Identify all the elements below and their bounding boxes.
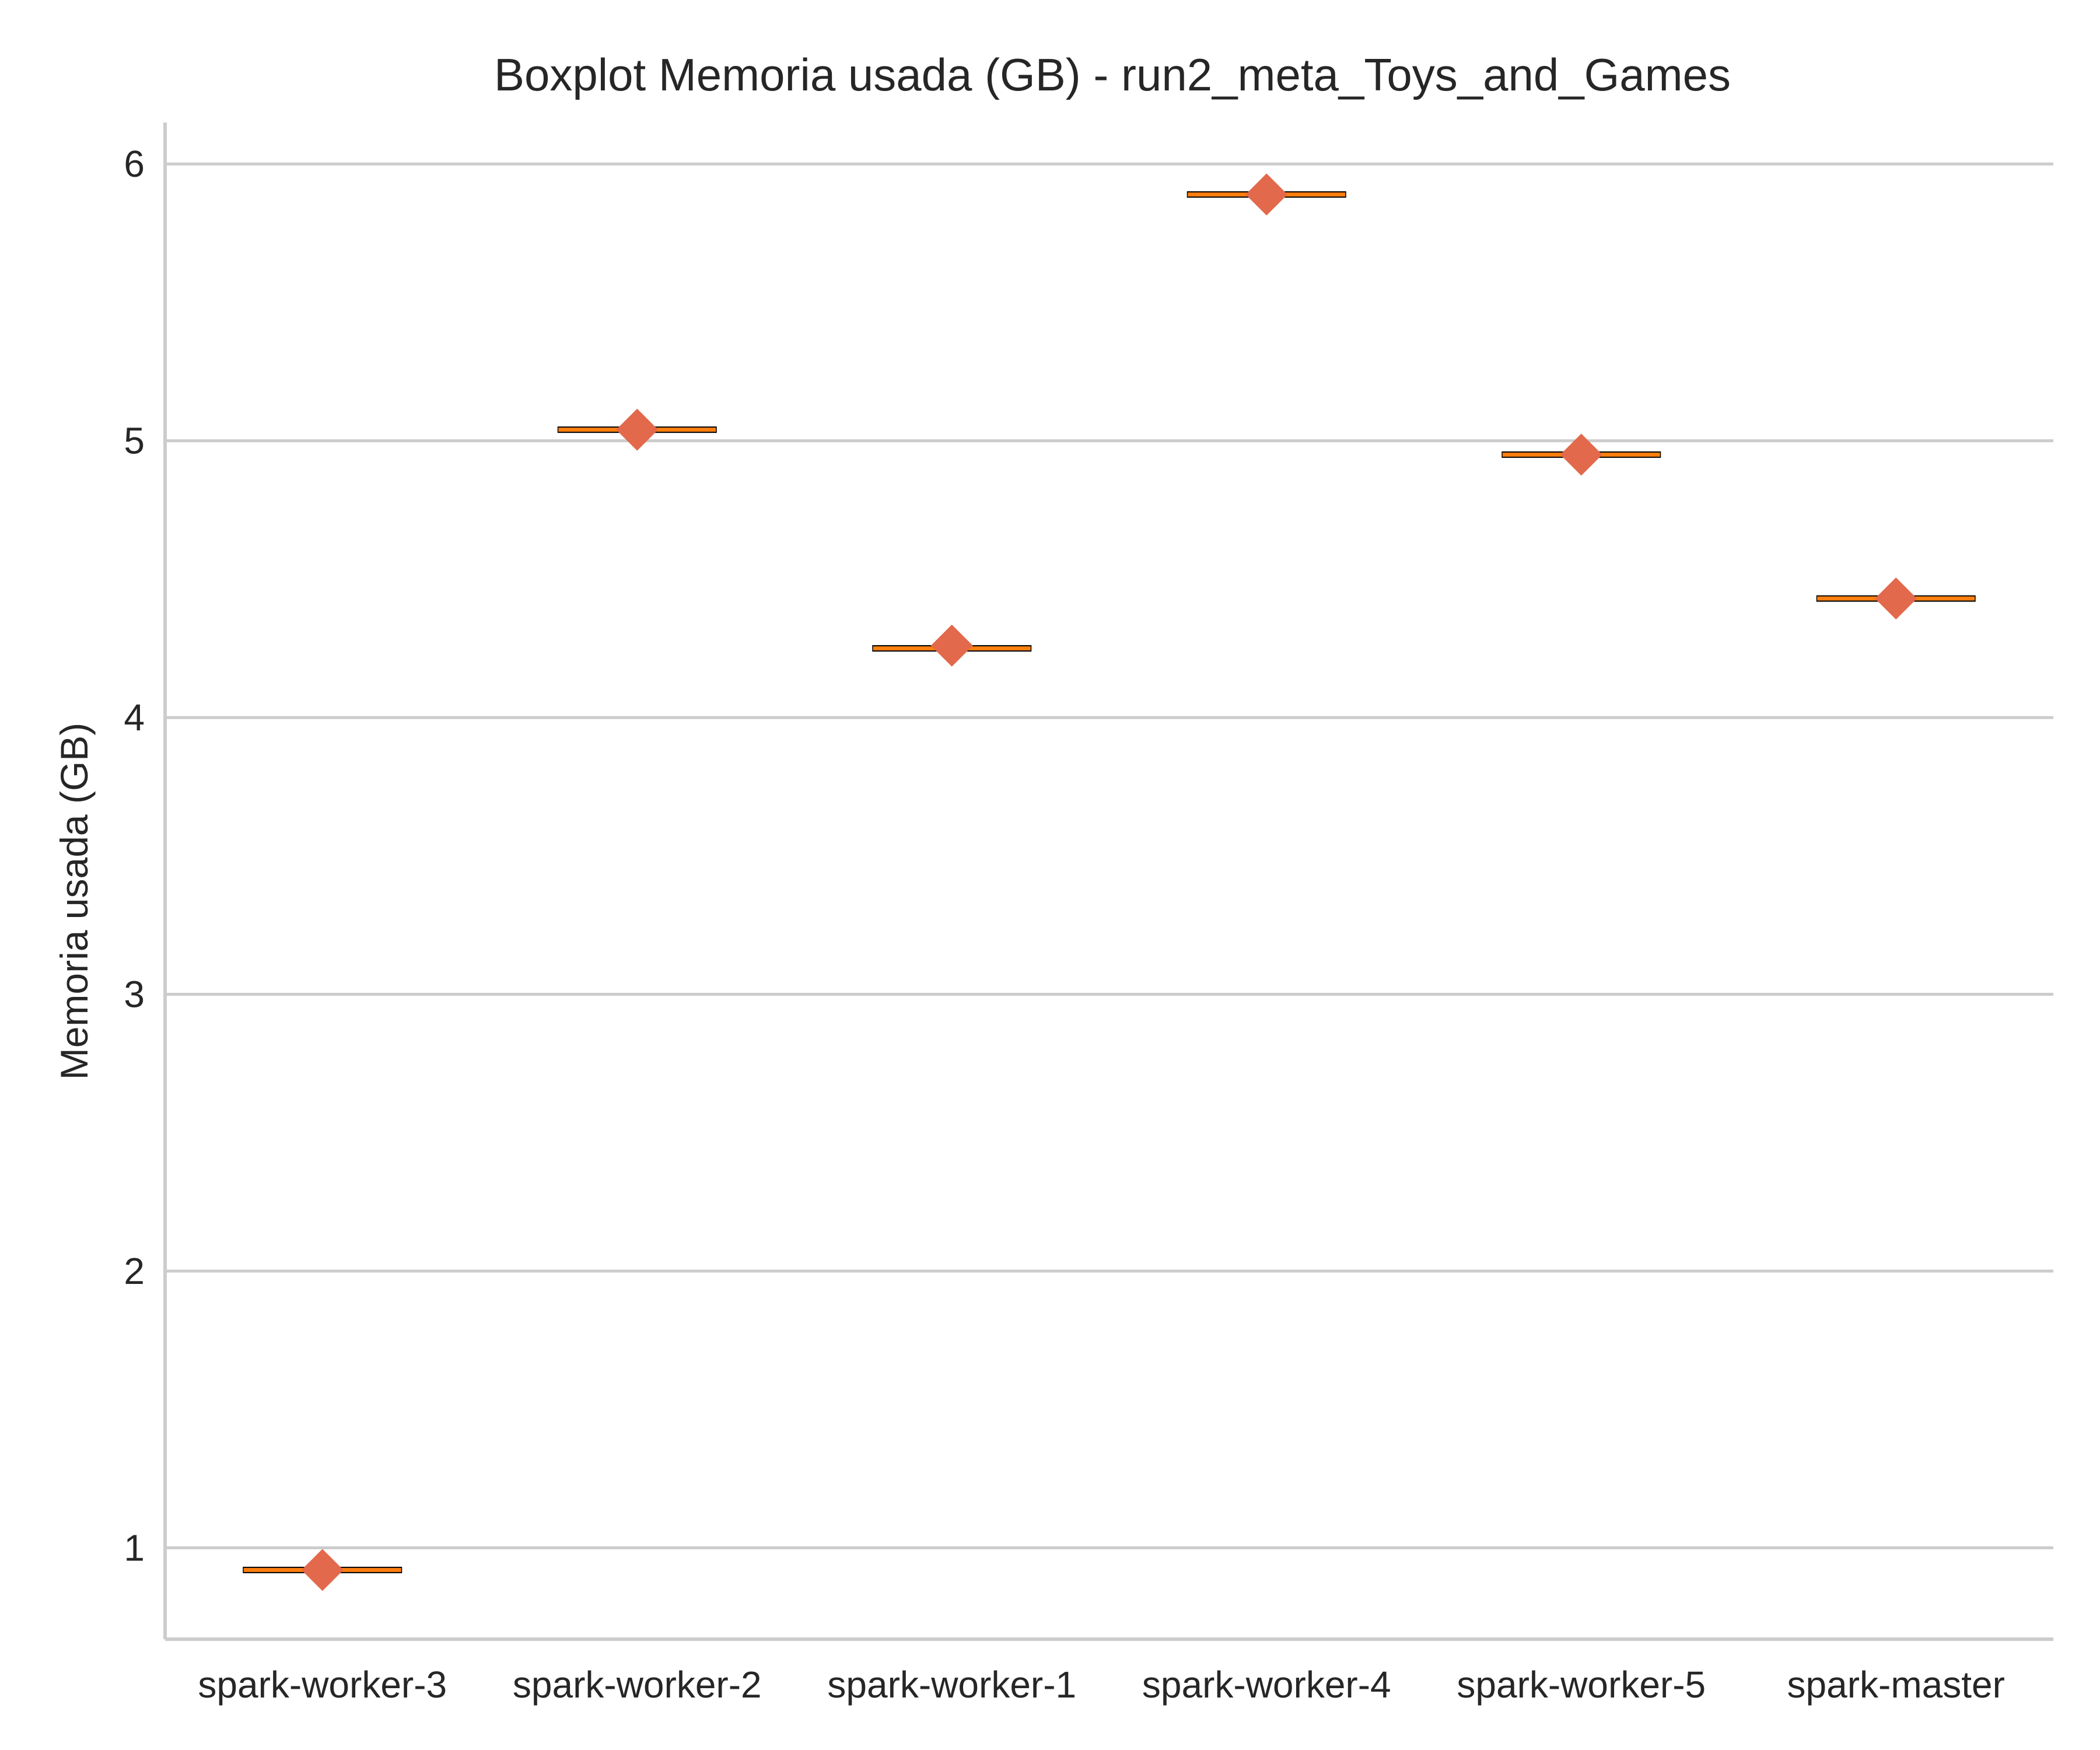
chart-title: Boxplot Memoria usada (GB) - run2_meta_T… [494,49,1731,100]
mean-marker-spark-worker-1 [930,624,973,667]
mean-marker-spark-worker-2 [616,408,659,451]
y-tick-label: 1 [124,1527,145,1569]
x-tick-label: spark-worker-5 [1457,1664,1706,1706]
grid-lines [165,162,2053,1549]
x-tick-label: spark-worker-3 [198,1664,447,1706]
x-tick-label: spark-master [1787,1664,2005,1706]
x-tick-label: spark-worker-4 [1142,1664,1391,1706]
y-tick-label: 4 [124,696,145,738]
mean-marker-spark-worker-3 [301,1549,344,1591]
axes [163,123,2053,1641]
y-axis-label: Memoria usada (GB) [52,723,96,1080]
x-tick-labels: spark-worker-3 spark-worker-2 spark-worker… [198,1664,2005,1706]
y-tick-label: 5 [124,420,145,462]
x-tick-label: spark-worker-1 [827,1664,1076,1706]
boxes [243,173,1976,1591]
y-tick-labels: 1 2 3 4 5 6 [124,143,145,1569]
x-tick-label: spark-worker-2 [513,1664,762,1706]
mean-marker-spark-worker-5 [1560,433,1602,476]
y-tick-label: 2 [124,1250,145,1292]
mean-marker-spark-worker-4 [1245,173,1288,216]
mean-marker-spark-master [1875,578,1917,620]
y-tick-label: 3 [124,974,145,1016]
y-tick-label: 6 [124,143,145,185]
